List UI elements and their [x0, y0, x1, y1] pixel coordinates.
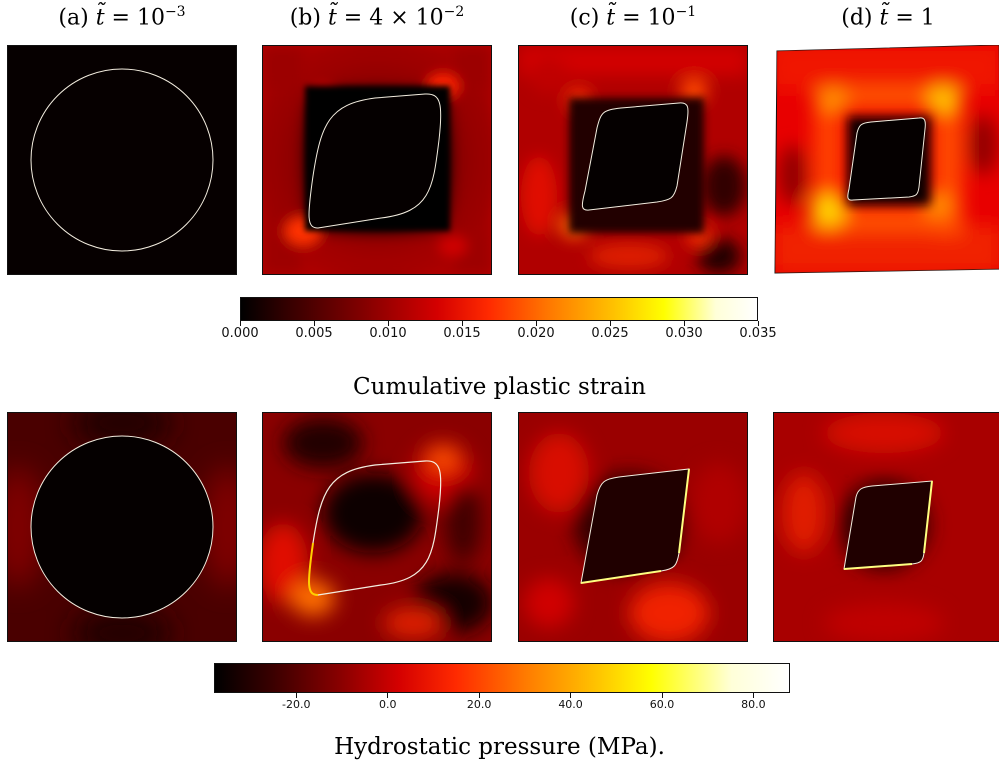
panel-exponent: −3: [164, 4, 186, 20]
panel-time: 1: [920, 5, 935, 31]
pressure-panel-b: [262, 412, 492, 642]
panel-title-c: (c) t̃ = 10−1: [569, 4, 697, 31]
panel-label: (c): [569, 5, 600, 31]
strain-map-b: [263, 46, 491, 274]
colorbar-tick-label: 60.0: [649, 698, 675, 711]
colorbar-tick-mark: [387, 693, 389, 698]
colorbar-tick-mark: [757, 321, 759, 326]
inclusion-outline: [30, 68, 214, 252]
strain-map-a: [8, 46, 236, 274]
panel-time: 10: [647, 5, 676, 31]
colorbar-tick-label: 0.015: [443, 326, 481, 341]
pressure-map-b: [263, 413, 491, 641]
colorbar-tick-mark: [570, 693, 572, 698]
pressure-colorbar: [214, 663, 790, 693]
colorbar-tick-mark: [387, 321, 389, 326]
time-symbol: t̃: [327, 5, 337, 31]
colorbar-tick-mark: [661, 693, 663, 698]
pressure-panel-d: [773, 412, 999, 642]
inclusion-outline: [581, 102, 689, 211]
strain-panel-b: [262, 45, 492, 275]
strain-map-d: [774, 45, 999, 274]
strain-panel-d: [773, 45, 999, 275]
panel-title-b: (b) t̃ = 4 × 10−2: [289, 4, 465, 31]
inclusion-outline: [847, 117, 926, 201]
time-symbol: t̃: [95, 5, 105, 31]
colorbar-tick-mark: [239, 321, 241, 326]
strain-caption: Cumulative plastic strain: [353, 374, 646, 400]
colorbar-tick-mark: [461, 321, 463, 326]
colorbar-tick-mark: [683, 321, 685, 326]
colorbar-tick-label: 80.0: [741, 698, 766, 711]
pressure-panel-c: [518, 412, 748, 642]
colorbar-tick-label: 0.025: [591, 326, 629, 341]
panel-exponent: −1: [675, 4, 697, 20]
colorbar-tick-mark: [295, 693, 297, 698]
strain-colorbar: [240, 297, 758, 321]
colorbar-tick-mark: [313, 321, 315, 326]
panel-title-d: (d) t̃ = 1: [841, 5, 935, 31]
pressure-map-d: [774, 413, 999, 641]
panel-time: 10: [136, 5, 165, 31]
strain-panel-c: [518, 45, 748, 275]
inclusion-outline: [30, 435, 214, 619]
time-symbol: t̃: [879, 5, 889, 31]
colorbar-tick-label: 0.005: [295, 326, 333, 341]
colorbar-tick-label: 0.020: [517, 326, 555, 341]
pressure-map-a: [8, 413, 236, 641]
inclusion-outline: [308, 93, 442, 229]
colorbar-tick-label: -20.0: [282, 698, 311, 711]
pressure-map-c: [519, 413, 747, 641]
pressure-caption: Hydrostatic pressure (MPa).: [334, 734, 665, 760]
strain-map-c: [519, 46, 747, 274]
panel-exponent: −2: [443, 4, 465, 20]
panel-time: 4 × 10: [369, 5, 444, 31]
colorbar-tick-mark: [609, 321, 611, 326]
colorbar-tick-label: 0.010: [369, 326, 407, 341]
panel-label: (a): [58, 5, 89, 31]
colorbar-tick-mark: [535, 321, 537, 326]
time-symbol: t̃: [606, 5, 616, 31]
colorbar-tick-label: 20.0: [466, 698, 492, 711]
strain-panel-a: [7, 45, 237, 275]
colorbar-tick-mark: [478, 693, 480, 698]
panel-label: (b): [289, 5, 321, 31]
colorbar-tick-label: 0.0: [378, 698, 397, 711]
colorbar-tick-label: 0.000: [221, 326, 259, 341]
colorbar-tick-mark: [752, 693, 754, 698]
colorbar-tick-label: 0.035: [739, 326, 777, 341]
panel-label: (d): [841, 5, 873, 31]
inclusion-outline: [843, 480, 933, 570]
panel-title-a: (a) t̃ = 10−3: [58, 4, 186, 31]
colorbar-tick-label: 40.0: [558, 698, 583, 711]
pressure-panel-a: [7, 412, 237, 642]
colorbar-tick-label: 0.030: [665, 326, 703, 341]
